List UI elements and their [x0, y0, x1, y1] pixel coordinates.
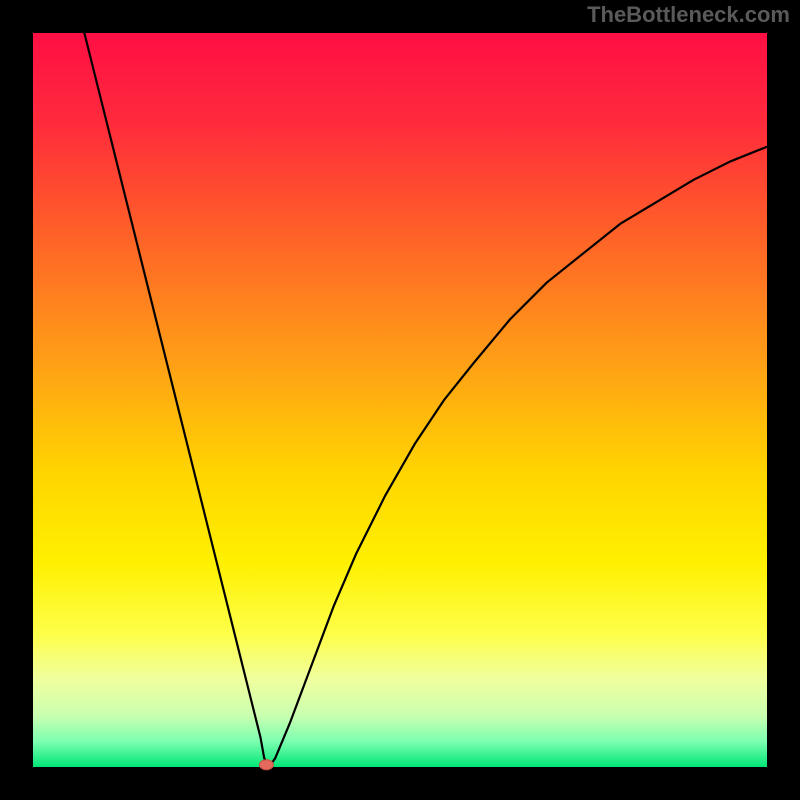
- plot-background: [33, 33, 767, 767]
- optimal-point-marker: [259, 760, 273, 770]
- watermark-text: TheBottleneck.com: [587, 2, 790, 28]
- bottleneck-chart: [0, 0, 800, 800]
- chart-frame: TheBottleneck.com: [0, 0, 800, 800]
